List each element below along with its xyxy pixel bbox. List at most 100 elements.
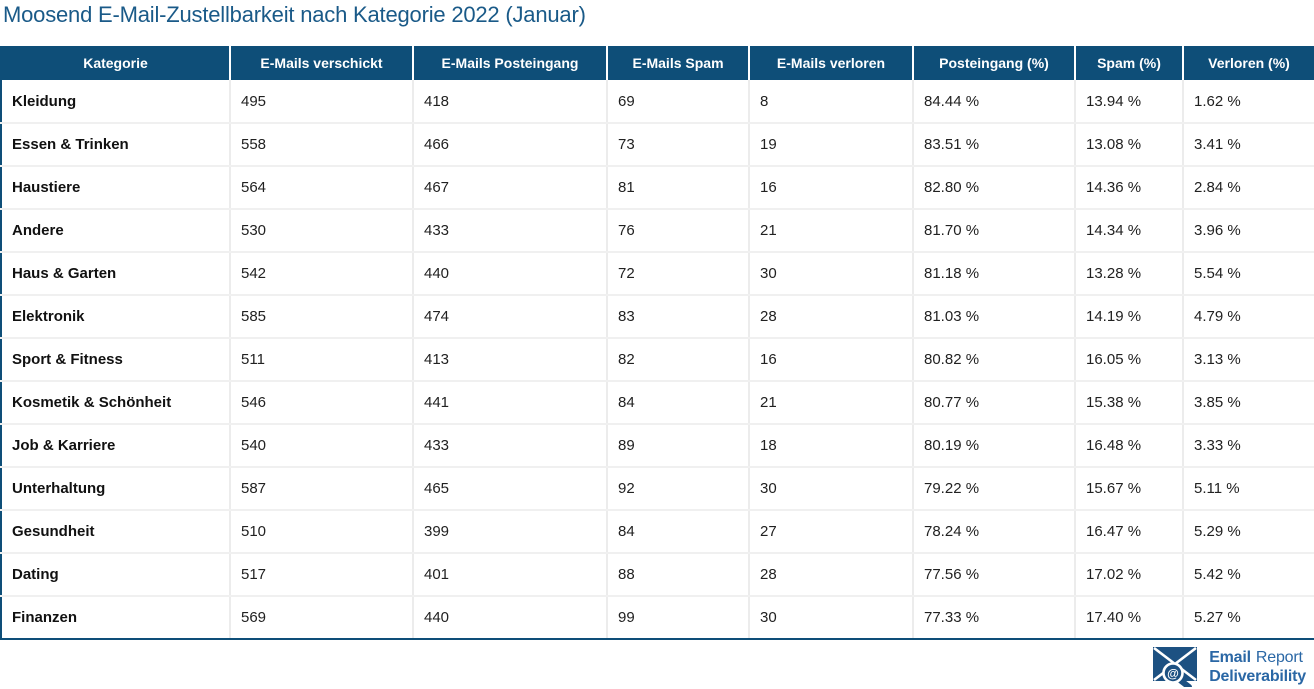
logo-brand-regular: Report (1255, 649, 1303, 666)
logo-brand-bold: Email (1209, 649, 1251, 666)
page-title: Moosend E-Mail-Zustellbarkeit nach Kateg… (3, 2, 586, 27)
category-cell: Kleidung (0, 80, 231, 124)
value-cell: 433 (413, 424, 608, 468)
value-cell: 81.18 % (913, 252, 1076, 296)
value-cell: 30 (749, 596, 914, 640)
value-cell: 440 (413, 252, 608, 296)
value-cell: 80.19 % (913, 424, 1076, 468)
value-cell: 99 (607, 596, 750, 640)
value-cell: 5.11 % (1183, 467, 1314, 511)
table-row: Gesundheit 510 399 84 27 78.24 % 16.47 % 5.29 % (0, 510, 1314, 554)
value-cell: 16.48 % (1075, 424, 1184, 468)
value-cell: 467 (413, 166, 608, 210)
value-cell: 418 (413, 80, 608, 124)
column-header: E-Mails Posteingang (413, 46, 608, 80)
category-cell: Essen & Trinken (0, 123, 231, 167)
value-cell: 18 (749, 424, 914, 468)
envelope-magnifier-at-icon: @ (1153, 647, 1198, 687)
value-cell: 30 (749, 467, 914, 511)
column-header: Kategorie (0, 46, 231, 80)
table-row: Haustiere 564 467 81 16 82.80 % 14.36 % 2.84 % (0, 166, 1314, 210)
value-cell: 3.33 % (1183, 424, 1314, 468)
value-cell: 587 (230, 467, 414, 511)
value-cell: 83 (607, 295, 750, 339)
value-cell: 558 (230, 123, 414, 167)
value-cell: 80.77 % (913, 381, 1076, 425)
value-cell: 17.02 % (1075, 553, 1184, 597)
category-cell: Job & Karriere (0, 424, 231, 468)
value-cell: 83.51 % (913, 123, 1076, 167)
value-cell: 13.28 % (1075, 252, 1184, 296)
value-cell: 80.82 % (913, 338, 1076, 382)
value-cell: 81.03 % (913, 295, 1076, 339)
value-cell: 92 (607, 467, 750, 511)
value-cell: 27 (749, 510, 914, 554)
value-cell: 77.56 % (913, 553, 1076, 597)
value-cell: 413 (413, 338, 608, 382)
logo-line1: Email Report (1209, 648, 1306, 667)
value-cell: 13.94 % (1075, 80, 1184, 124)
value-cell: 530 (230, 209, 414, 253)
value-cell: 15.67 % (1075, 467, 1184, 511)
column-header: E-Mails verloren (749, 46, 914, 80)
value-cell: 3.85 % (1183, 381, 1314, 425)
value-cell: 16.47 % (1075, 510, 1184, 554)
value-cell: 14.34 % (1075, 209, 1184, 253)
value-cell: 542 (230, 252, 414, 296)
value-cell: 546 (230, 381, 414, 425)
table-row: Job & Karriere 540 433 89 18 80.19 % 16.48 % 3.… (0, 424, 1314, 468)
value-cell: 76 (607, 209, 750, 253)
column-header: E-Mails Spam (607, 46, 750, 80)
table-row: Elektronik 585 474 83 28 81.03 % 14.19 % 4.79 % (0, 295, 1314, 339)
value-cell: 28 (749, 295, 914, 339)
value-cell: 14.19 % (1075, 295, 1184, 339)
value-cell: 1.62 % (1183, 80, 1314, 124)
table-body: Kleidung 495 418 69 8 84.44 % 13.94 % 1.62 % Ess… (0, 80, 1314, 640)
value-cell: 569 (230, 596, 414, 640)
logo-text: Email Report Deliverability (1209, 648, 1306, 686)
value-cell: 433 (413, 209, 608, 253)
category-cell: Unterhaltung (0, 467, 231, 511)
table-header-row: Kategorie E-Mails verschickt E-Mails Poste… (0, 46, 1314, 80)
value-cell: 78.24 % (913, 510, 1076, 554)
value-cell: 28 (749, 553, 914, 597)
value-cell: 79.22 % (913, 467, 1076, 511)
value-cell: 15.38 % (1075, 381, 1184, 425)
value-cell: 16 (749, 166, 914, 210)
value-cell: 564 (230, 166, 414, 210)
logo-line2: Deliverability (1209, 668, 1306, 685)
table-row: Finanzen 569 440 99 30 77.33 % 17.40 % 5.27 % (0, 596, 1314, 640)
value-cell: 69 (607, 80, 750, 124)
value-cell: 16.05 % (1075, 338, 1184, 382)
footer: @ Email Report Deliverability (0, 640, 1314, 687)
value-cell: 14.36 % (1075, 166, 1184, 210)
table-row: Sport & Fitness 511 413 82 16 80.82 % 16.05 % 3… (0, 338, 1314, 382)
value-cell: 81.70 % (913, 209, 1076, 253)
category-cell: Sport & Fitness (0, 338, 231, 382)
value-cell: 19 (749, 123, 914, 167)
value-cell: 89 (607, 424, 750, 468)
value-cell: 511 (230, 338, 414, 382)
value-cell: 77.33 % (913, 596, 1076, 640)
category-cell: Elektronik (0, 295, 231, 339)
category-cell: Haustiere (0, 166, 231, 210)
value-cell: 13.08 % (1075, 123, 1184, 167)
svg-text:@: @ (1167, 667, 1179, 681)
value-cell: 72 (607, 252, 750, 296)
value-cell: 81 (607, 166, 750, 210)
value-cell: 495 (230, 80, 414, 124)
value-cell: 510 (230, 510, 414, 554)
category-cell: Kosmetik & Schönheit (0, 381, 231, 425)
category-cell: Gesundheit (0, 510, 231, 554)
value-cell: 8 (749, 80, 914, 124)
value-cell: 30 (749, 252, 914, 296)
category-cell: Andere (0, 209, 231, 253)
deliverability-table: Kategorie E-Mails verschickt E-Mails Poste… (0, 46, 1314, 640)
value-cell: 88 (607, 553, 750, 597)
value-cell: 465 (413, 467, 608, 511)
table-row: Kleidung 495 418 69 8 84.44 % 13.94 % 1.62 % (0, 80, 1314, 124)
table-row: Essen & Trinken 558 466 73 19 83.51 % 13.08 % 3… (0, 123, 1314, 167)
value-cell: 73 (607, 123, 750, 167)
email-report-deliverability-logo[interactable]: @ Email Report Deliverability (1153, 647, 1306, 687)
value-cell: 21 (749, 381, 914, 425)
